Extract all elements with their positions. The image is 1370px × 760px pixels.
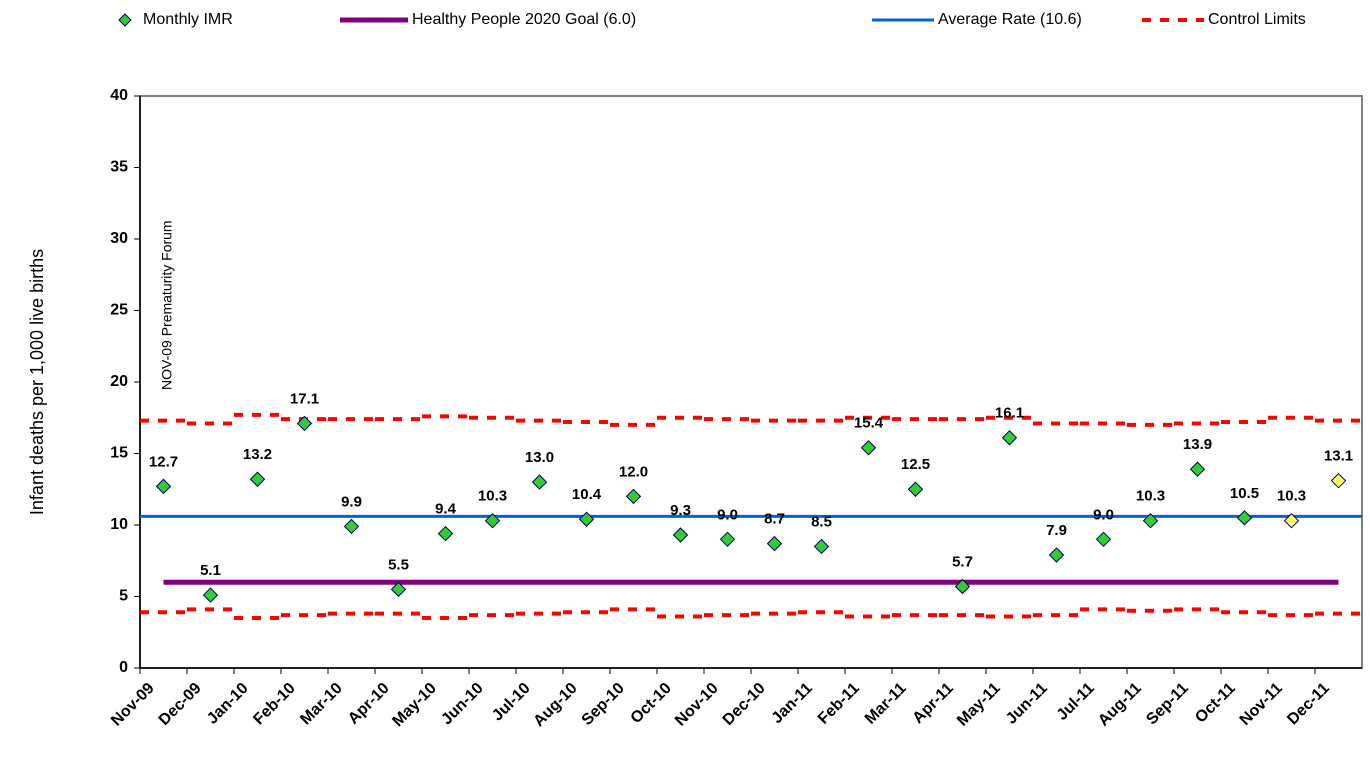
x-tick-label: Nov-10 <box>672 680 722 730</box>
value-label: 13.1 <box>1324 448 1353 465</box>
data-point <box>672 527 689 543</box>
value-label: 10.3 <box>478 488 507 505</box>
data-point <box>155 478 172 495</box>
data-point <box>1189 461 1206 477</box>
value-label: 9.4 <box>435 501 457 518</box>
data-point <box>531 474 548 490</box>
legend-label: Monthly IMR <box>143 11 233 28</box>
value-label: 7.9 <box>1046 522 1067 539</box>
y-tick-label: 0 <box>119 659 128 676</box>
y-tick-label: 40 <box>110 87 128 104</box>
y-tick-label: 15 <box>110 445 128 462</box>
data-point <box>437 525 454 542</box>
value-label: 5.7 <box>952 553 973 570</box>
value-label: 12.5 <box>901 456 930 473</box>
x-tick-label: Jan-11 <box>769 680 816 727</box>
x-tick-label: Apr-11 <box>910 680 957 727</box>
value-label: 5.5 <box>388 556 409 573</box>
data-point <box>1236 510 1253 526</box>
data-point <box>625 488 642 505</box>
y-tick-label: 35 <box>110 159 128 176</box>
data-point <box>719 531 736 548</box>
legend-label: Average Rate (10.6) <box>938 11 1082 28</box>
data-point <box>813 538 830 555</box>
data-point <box>202 587 219 603</box>
value-label: 5.1 <box>200 562 221 579</box>
legend-marker <box>118 13 132 27</box>
y-tick-label: 25 <box>110 302 128 319</box>
x-tick-label: Dec-09 <box>156 680 205 729</box>
value-label: 13.0 <box>525 449 554 466</box>
x-tick-label: Mar-10 <box>297 680 346 729</box>
data-point <box>860 440 877 456</box>
x-tick-label: Jun-10 <box>438 680 487 729</box>
value-label: 17.1 <box>290 390 319 407</box>
data-point <box>1001 430 1018 446</box>
value-label: 10.3 <box>1136 488 1165 505</box>
data-point <box>1330 472 1347 489</box>
data-point <box>343 518 360 535</box>
y-axis-label: Infant deaths per 1,000 live births <box>27 249 47 515</box>
data-point <box>1048 547 1065 563</box>
value-label: 15.4 <box>854 415 884 432</box>
x-tick-label: Oct-11 <box>1192 680 1239 727</box>
data-point <box>578 511 595 527</box>
legend-label: Control Limits <box>1208 11 1306 28</box>
data-point <box>484 513 501 529</box>
value-label: 13.9 <box>1183 436 1212 453</box>
value-label: 8.7 <box>764 511 785 528</box>
value-label: 12.7 <box>149 453 178 470</box>
value-label: 13.2 <box>243 446 272 463</box>
value-label: 9.0 <box>717 506 738 523</box>
data-point <box>296 415 313 432</box>
x-tick-label: Feb-10 <box>250 680 299 729</box>
x-tick-label: Jul-11 <box>1054 680 1098 724</box>
y-tick-label: 10 <box>110 516 128 533</box>
x-tick-label: Jul-10 <box>489 680 534 725</box>
x-tick-label: Aug-10 <box>530 680 580 730</box>
x-tick-label: Mar-11 <box>862 680 910 728</box>
y-tick-label: 30 <box>110 230 128 247</box>
x-tick-label: Apr-10 <box>345 680 393 728</box>
x-tick-label: Sep-11 <box>1143 680 1192 729</box>
x-tick-label: Dec-11 <box>1284 680 1333 729</box>
value-label: 10.5 <box>1230 485 1259 502</box>
value-label: 9.9 <box>341 493 362 510</box>
x-tick-label: Sep-10 <box>579 680 628 729</box>
annotation: NOV-09 Prematurity Forum <box>159 220 175 390</box>
y-tick-label: 20 <box>110 373 128 390</box>
x-tick-label: Aug-11 <box>1095 680 1145 730</box>
x-tick-label: Feb-11 <box>815 680 863 728</box>
value-label: 16.1 <box>995 405 1024 422</box>
data-point <box>954 578 971 595</box>
data-point <box>249 471 266 487</box>
x-tick-label: May-10 <box>389 680 439 730</box>
x-tick-label: Nov-11 <box>1237 680 1286 729</box>
x-tick-label: Jan-10 <box>204 680 252 728</box>
data-point <box>766 535 783 552</box>
data-point <box>1283 513 1300 529</box>
value-label: 12.0 <box>619 463 648 480</box>
value-label: 9.0 <box>1093 506 1114 523</box>
x-tick-label: Dec-10 <box>720 680 769 729</box>
x-tick-label: May-11 <box>954 680 1004 730</box>
legend-label: Healthy People 2020 Goal (6.0) <box>412 11 636 28</box>
x-tick-label: Oct-10 <box>628 680 675 727</box>
value-label: 10.4 <box>572 486 602 503</box>
data-point <box>907 481 924 497</box>
y-tick-label: 5 <box>119 588 128 605</box>
x-tick-label: Nov-09 <box>108 680 158 730</box>
value-label: 10.3 <box>1277 488 1306 505</box>
value-label: 8.5 <box>811 513 832 530</box>
data-point <box>390 581 407 598</box>
value-label: 9.3 <box>670 502 691 519</box>
data-point <box>1095 531 1112 548</box>
x-tick-label: Jun-11 <box>1003 680 1051 728</box>
data-point <box>1142 513 1159 529</box>
